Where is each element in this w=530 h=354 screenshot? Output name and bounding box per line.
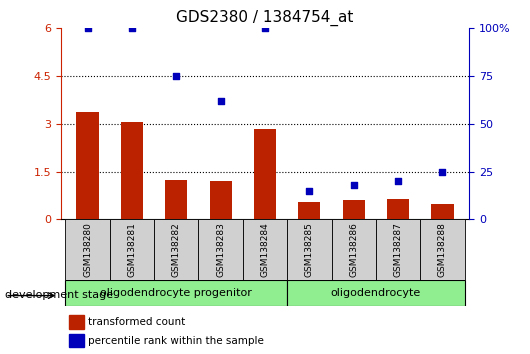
Text: percentile rank within the sample: percentile rank within the sample [88, 336, 264, 346]
Bar [76, 112, 99, 219]
Text: GSM138283: GSM138283 [216, 222, 225, 277]
Bar [154, 219, 198, 280]
Bar [387, 199, 409, 219]
Bar [298, 202, 321, 219]
Point [394, 178, 402, 184]
Bar [121, 122, 143, 219]
Bar [287, 219, 332, 280]
Text: GSM138281: GSM138281 [127, 222, 136, 277]
Bar [69, 315, 84, 329]
Point [128, 25, 136, 31]
Point [438, 169, 447, 175]
Bar [376, 219, 420, 280]
Text: oligodendrocyte progenitor: oligodendrocyte progenitor [100, 288, 252, 298]
Title: GDS2380 / 1384754_at: GDS2380 / 1384754_at [176, 9, 354, 25]
Bar [342, 200, 365, 219]
Point [349, 182, 358, 188]
Bar [431, 204, 454, 219]
Bar [110, 219, 154, 280]
Bar [69, 334, 84, 347]
Text: GSM138286: GSM138286 [349, 222, 358, 277]
Text: oligodendrocyte: oligodendrocyte [331, 288, 421, 298]
Point [172, 73, 181, 79]
Bar [198, 219, 243, 280]
Text: GSM138288: GSM138288 [438, 222, 447, 277]
Bar [209, 181, 232, 219]
Bar [65, 219, 110, 280]
Text: development stage: development stage [5, 290, 113, 299]
Text: GSM138287: GSM138287 [394, 222, 403, 277]
Bar [420, 219, 465, 280]
Text: transformed count: transformed count [88, 317, 185, 327]
Point [83, 25, 92, 31]
Bar [332, 219, 376, 280]
Text: GSM138285: GSM138285 [305, 222, 314, 277]
Point [305, 188, 314, 194]
Bar [165, 179, 188, 219]
Text: GSM138280: GSM138280 [83, 222, 92, 277]
Bar [243, 219, 287, 280]
Point [216, 98, 225, 104]
Point [261, 25, 269, 31]
Bar [254, 129, 276, 219]
Bar [287, 280, 465, 306]
Text: GSM138282: GSM138282 [172, 222, 181, 277]
Text: GSM138284: GSM138284 [261, 222, 269, 277]
Bar [65, 280, 287, 306]
